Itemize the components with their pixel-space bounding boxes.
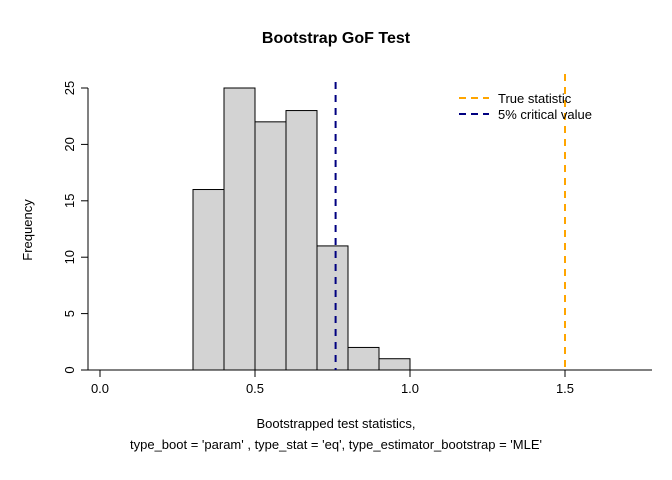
y-tick-label: 5 <box>62 310 77 317</box>
x-tick-label: 0.5 <box>246 381 264 396</box>
legend: True statistic 5% critical value <box>458 90 592 122</box>
y-tick-label: 20 <box>62 137 77 151</box>
y-tick-label: 0 <box>62 366 77 373</box>
histogram-bar <box>316 245 349 371</box>
histogram-bar <box>285 110 318 371</box>
histogram-bar <box>347 346 380 371</box>
y-tick-label: 25 <box>62 81 77 95</box>
y-tick-label: 15 <box>62 194 77 208</box>
histogram-bar <box>223 87 256 371</box>
legend-label-true-statistic: True statistic <box>498 90 572 106</box>
legend-label-critical-value: 5% critical value <box>498 106 592 122</box>
true-statistic-line-sample <box>459 97 489 99</box>
x-tick-label: 0.0 <box>91 381 109 396</box>
x-tick-label: 1.0 <box>401 381 419 396</box>
x-tick-label: 1.5 <box>556 381 574 396</box>
histogram-bar <box>254 121 287 371</box>
y-tick-label: 10 <box>62 250 77 264</box>
chart-title: Bootstrap GoF Test <box>261 30 411 47</box>
legend-item-critical-value: 5% critical value <box>458 106 592 122</box>
legend-item-true-statistic: True statistic <box>458 90 592 106</box>
histogram-bar <box>192 189 225 371</box>
x-axis-title-line2: type_boot = 'param' , type_stat = 'eq', … <box>130 437 542 452</box>
critical-value-line-sample <box>459 113 489 115</box>
x-axis-title-line1: Bootstrapped test statistics, <box>256 416 416 431</box>
histogram-bar <box>378 358 411 371</box>
